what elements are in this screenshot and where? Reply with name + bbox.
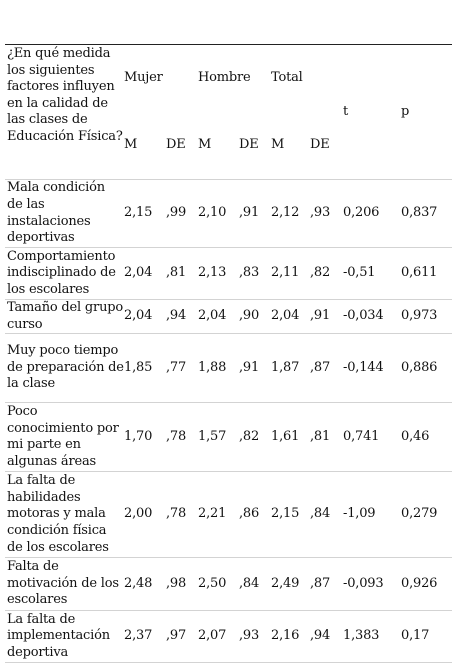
total-de-cell: ,84: [310, 471, 343, 559]
mujer-m-cell: 2,04: [124, 247, 166, 300]
mujer-de-cell: ,94: [166, 299, 198, 335]
mujer-de-cell: ,97: [166, 610, 198, 664]
group-header-mujer: Mujer: [124, 44, 198, 112]
t-header: t: [343, 44, 401, 180]
total-de-cell: ,94: [310, 610, 343, 664]
hombre-m-cell: 1,57: [198, 402, 239, 473]
table-row: La falta de implementación deportiva 2,3…: [5, 610, 452, 664]
p-cell: 0,46: [401, 402, 452, 473]
hombre-m-cell: 1,88: [198, 333, 239, 404]
question-header: ¿En qué medida los siguientes factores i…: [5, 44, 124, 180]
sub-header-de: DE: [310, 112, 343, 180]
mujer-de-cell: ,78: [166, 402, 198, 473]
table-row: Muy poco tiempo de preparación de la cla…: [5, 333, 452, 404]
factor-cell: La falta de habilidades motoras y mala c…: [5, 471, 124, 559]
factor-cell: Mala condición de las instalaciones depo…: [5, 179, 124, 248]
header-row-1: ¿En qué medida los siguientes factores i…: [5, 44, 452, 180]
mujer-de-cell: ,98: [166, 557, 198, 612]
hombre-de-cell: ,90: [239, 299, 271, 335]
p-header: p: [401, 44, 452, 180]
total-de-cell: ,93: [310, 179, 343, 248]
total-m-cell: 2,49: [271, 557, 310, 612]
p-cell: 0,886: [401, 333, 452, 404]
total-de-cell: ,91: [310, 299, 343, 335]
p-cell: 0,611: [401, 247, 452, 300]
group-header-hombre: Hombre: [198, 44, 271, 112]
factor-cell: Comportamiento indisciplinado de los esc…: [5, 247, 124, 300]
mujer-m-cell: 2,48: [124, 557, 166, 612]
mujer-m-cell: 2,00: [124, 471, 166, 559]
total-m-cell: 2,12: [271, 179, 310, 248]
table-row: Falta de motivación de los escolares 2,4…: [5, 557, 452, 612]
p-cell: 0,17: [401, 610, 452, 664]
hombre-m-cell: 2,10: [198, 179, 239, 248]
hombre-m-cell: 2,50: [198, 557, 239, 612]
mujer-m-cell: 2,37: [124, 610, 166, 664]
hombre-m-cell: 2,07: [198, 610, 239, 664]
table-row: Tamaño del grupo curso 2,04 ,94 2,04 ,90…: [5, 299, 452, 335]
total-m-cell: 2,04: [271, 299, 310, 335]
p-cell: 0,926: [401, 557, 452, 612]
hombre-de-cell: ,93: [239, 610, 271, 664]
mujer-de-cell: ,78: [166, 471, 198, 559]
total-de-cell: ,82: [310, 247, 343, 300]
total-m-cell: 2,11: [271, 247, 310, 300]
hombre-de-cell: ,82: [239, 402, 271, 473]
sub-header-de: DE: [166, 112, 198, 180]
mujer-m-cell: 1,70: [124, 402, 166, 473]
header-row-2: M DE M DE M DE: [5, 112, 452, 180]
sub-header-m: M: [198, 112, 239, 180]
p-cell: 0,837: [401, 179, 452, 248]
p-cell: 0,279: [401, 471, 452, 559]
hombre-de-cell: ,86: [239, 471, 271, 559]
mujer-de-cell: ,99: [166, 179, 198, 248]
table-row: Mala condición de las instalaciones depo…: [5, 179, 452, 248]
hombre-de-cell: ,91: [239, 333, 271, 404]
total-m-cell: 2,15: [271, 471, 310, 559]
hombre-de-cell: ,84: [239, 557, 271, 612]
table-row: La falta de habilidades motoras y mala c…: [5, 471, 452, 559]
mujer-de-cell: ,77: [166, 333, 198, 404]
total-de-cell: ,87: [310, 333, 343, 404]
hombre-de-cell: ,91: [239, 179, 271, 248]
group-header-total: Total: [271, 44, 343, 112]
factor-cell: Muy poco tiempo de preparación de la cla…: [5, 333, 124, 404]
total-m-cell: 1,87: [271, 333, 310, 404]
factor-cell: La falta de implementación deportiva: [5, 610, 124, 664]
factor-cell: Tamaño del grupo curso: [5, 299, 124, 335]
t-cell: -0,034: [343, 299, 401, 335]
total-m-cell: 1,61: [271, 402, 310, 473]
t-cell: -0,51: [343, 247, 401, 300]
t-cell: 0,741: [343, 402, 401, 473]
t-cell: -0,093: [343, 557, 401, 612]
t-cell: 0,206: [343, 179, 401, 248]
sub-header-m: M: [271, 112, 310, 180]
hombre-m-cell: 2,04: [198, 299, 239, 335]
hombre-de-cell: ,83: [239, 247, 271, 300]
factor-cell: Falta de motivación de los escolares: [5, 557, 124, 612]
factors-table: ¿En qué medida los siguientes factores i…: [5, 44, 452, 664]
sub-header-de: DE: [239, 112, 271, 180]
hombre-m-cell: 2,13: [198, 247, 239, 300]
t-cell: -0,144: [343, 333, 401, 404]
table-row: Poco conocimiento por mi parte en alguna…: [5, 402, 452, 473]
mujer-m-cell: 1,85: [124, 333, 166, 404]
mujer-m-cell: 2,04: [124, 299, 166, 335]
t-cell: 1,383: [343, 610, 401, 664]
hombre-m-cell: 2,21: [198, 471, 239, 559]
total-de-cell: ,81: [310, 402, 343, 473]
p-cell: 0,973: [401, 299, 452, 335]
table-row: Comportamiento indisciplinado de los esc…: [5, 247, 452, 300]
total-m-cell: 2,16: [271, 610, 310, 664]
mujer-m-cell: 2,15: [124, 179, 166, 248]
t-cell: -1,09: [343, 471, 401, 559]
sub-header-m: M: [124, 112, 166, 180]
total-de-cell: ,87: [310, 557, 343, 612]
mujer-de-cell: ,81: [166, 247, 198, 300]
factor-cell: Poco conocimiento por mi parte en alguna…: [5, 402, 124, 473]
